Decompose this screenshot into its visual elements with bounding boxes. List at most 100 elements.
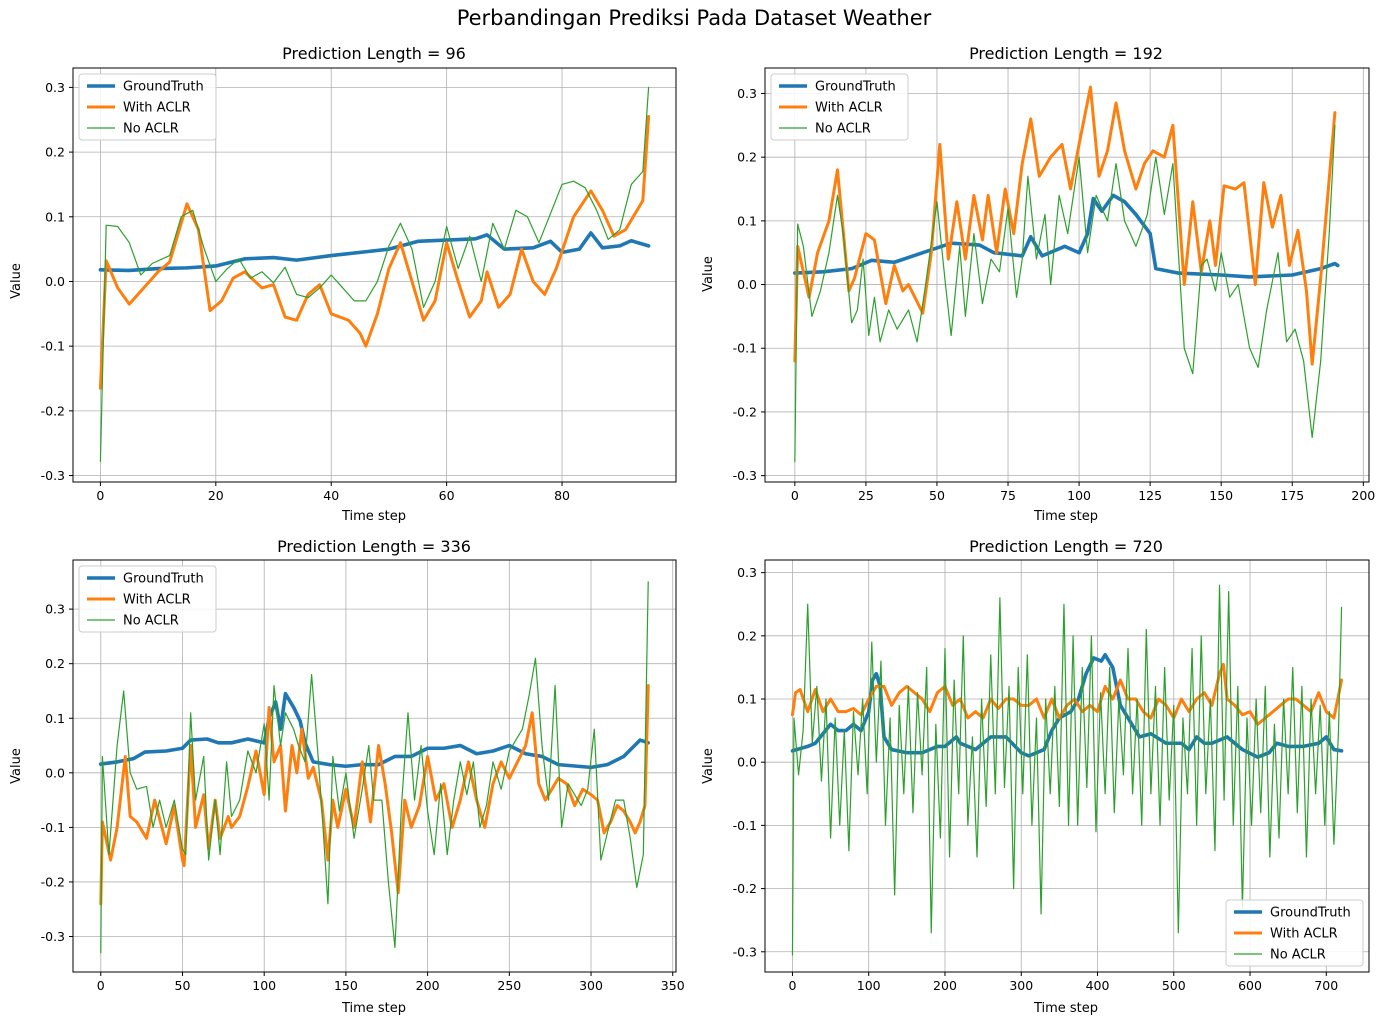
subplot-pred-336: Prediction Length = 336 Time step Value … [9,537,685,1016]
series-line-no-aclr [99,86,650,462]
y-tick-label: 0.0 [737,755,757,770]
x-tick-label: 0 [97,978,105,993]
x-axis-label: Time step [1033,1001,1098,1016]
y-tick-label: -0.2 [41,874,65,889]
x-tick-label: 100 [252,978,276,993]
y-tick-label: -0.1 [733,341,757,356]
subplot-pred-96: Prediction Length = 96 Time step Value 0… [9,44,677,524]
axes-frame [764,559,1370,973]
series-line-groundtruth [98,691,651,770]
ticks: 0 100 200 300 400 500 600 700 -0.3 -0.2 -0.1 0.0 0.1… [733,565,1339,993]
legend-label: GroundTruth [815,80,896,95]
axes-frame [72,559,677,973]
x-tick-label: 250 [497,978,521,993]
legend: GroundTruth With ACLR No ACLR [1225,899,1364,967]
legend-label: No ACLR [815,122,871,137]
y-tick-label: 0.0 [737,277,757,292]
x-tick-label: 150 [1209,488,1233,503]
x-tick-label: 25 [858,488,874,503]
y-tick-label: -0.3 [41,468,65,483]
x-tick-label: 80 [554,488,570,503]
x-axis-label: Time step [341,1001,406,1016]
series-line-with-aclr [790,662,1344,726]
x-tick-label: 200 [416,978,440,993]
y-tick-label: 0.2 [45,656,65,671]
x-tick-label: 40 [323,488,339,503]
x-axis-label: Time step [1033,509,1098,524]
y-axis-label: Value [9,263,24,299]
y-tick-label: -0.1 [733,818,757,833]
subplot-pred-720: Prediction Length = 720 Time step Value … [701,537,1370,1016]
y-tick-label: -0.2 [41,403,65,418]
x-tick-label: 20 [208,488,224,503]
series-lines [98,581,651,954]
x-tick-label: 400 [1086,978,1110,993]
legend: GroundTruth With ACLR No ACLR [78,73,217,141]
ticks: 0 25 50 75 100 125 150 175 200 -0.3 -0.2 -0.1 0.0 0.1… [733,86,1376,503]
y-axis-label: Value [9,748,24,784]
y-tick-label: -0.3 [41,929,65,944]
legend: GroundTruth With ACLR No ACLR [78,565,217,633]
y-tick-label: 0.2 [45,145,65,160]
plot-title: Prediction Length = 336 [277,537,471,556]
axes-frame [72,67,677,483]
x-tick-label: 60 [439,488,455,503]
y-tick-label: 0.3 [737,565,757,580]
y-axis-label: Value [701,748,716,784]
x-tick-label: 50 [175,978,191,993]
series-line-groundtruth [793,193,1340,279]
x-tick-label: 0 [791,488,799,503]
y-tick-label: 0.1 [737,213,757,228]
y-tick-label: -0.3 [733,944,757,959]
x-tick-label: 100 [857,978,881,993]
x-tick-label: 0 [96,488,104,503]
series-lines [793,85,1340,463]
x-tick-label: 150 [334,978,358,993]
legend-label: No ACLR [123,614,179,629]
series-line-with-aclr [793,85,1337,366]
x-axis-label: Time step [341,509,406,524]
x-tick-label: 200 [933,978,957,993]
y-tick-label: 0.0 [45,765,65,780]
axes-frame [764,67,1370,483]
y-tick-label: 0.3 [737,86,757,101]
legend: GroundTruth With ACLR No ACLR [770,73,909,141]
x-tick-label: 600 [1238,978,1262,993]
y-tick-label: 0.0 [45,274,65,289]
ticks: 0 50 100 150 200 250 300 350 -0.3 -0.2 -0.1 0.0 0.1 0… [41,602,685,993]
ticks: 0 20 40 60 80 -0.3 -0.2 -0.1 0.0 0.1 0.2 0.3 [41,80,570,503]
x-tick-label: 50 [929,488,945,503]
x-tick-label: 500 [1162,978,1186,993]
y-tick-label: 0.3 [45,80,65,95]
legend-box [770,73,909,141]
legend-label: With ACLR [123,593,191,608]
x-tick-label: 175 [1280,488,1304,503]
y-tick-label: 0.1 [45,209,65,224]
y-tick-label: -0.1 [41,339,65,354]
x-tick-label: 350 [661,978,685,993]
x-tick-label: 125 [1138,488,1162,503]
legend-label: No ACLR [123,122,179,137]
subplot-pred-192: Prediction Length = 192 Time step Value … [701,44,1375,524]
legend-label: With ACLR [815,101,883,116]
y-tick-label: -0.2 [733,881,757,896]
legend-label: No ACLR [1270,948,1326,963]
legend-label: GroundTruth [123,80,204,95]
series-line-no-aclr [791,584,1343,956]
legend-label: With ACLR [1270,927,1338,942]
series-line-no-aclr [100,581,649,954]
x-tick-label: 0 [788,978,796,993]
series-line-groundtruth [98,231,651,273]
y-tick-label: 0.2 [737,628,757,643]
series-line-with-aclr [98,115,651,390]
legend-label: With ACLR [123,101,191,116]
y-tick-label: 0.2 [737,150,757,165]
legend-label: GroundTruth [123,572,204,587]
legend-box [78,565,217,633]
plot-title: Prediction Length = 720 [969,537,1163,556]
series-line-no-aclr [794,124,1336,463]
figure-title: Perbandingan Prediksi Pada Dataset Weath… [457,6,932,30]
x-tick-label: 200 [1351,488,1375,503]
legend-box [1225,899,1364,967]
